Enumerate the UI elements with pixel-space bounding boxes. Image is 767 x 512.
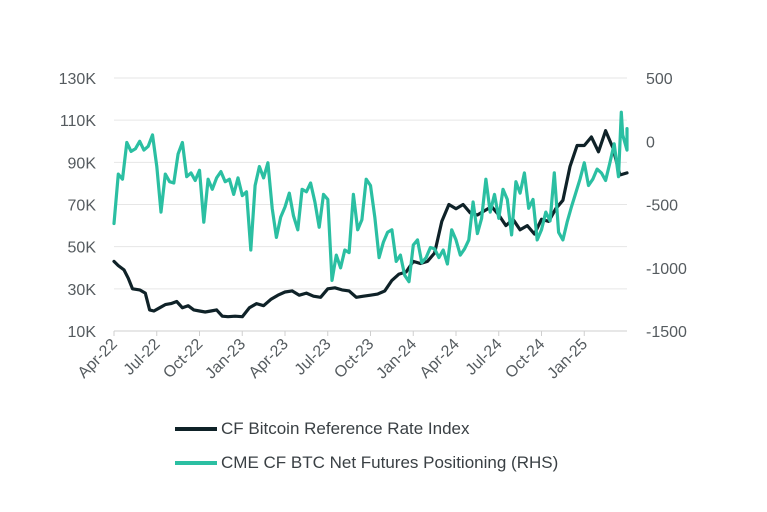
y-left-tick-label: 90K: [68, 155, 97, 172]
x-tick-label: Jul-23: [292, 336, 335, 379]
x-tick-label: Oct-24: [502, 336, 548, 382]
y-left-tick-label: 50K: [68, 240, 97, 257]
x-tick-label: Oct-23: [331, 336, 377, 382]
legend-swatch-cme-net-positioning: [175, 461, 217, 465]
y-left-tick-label: 30K: [68, 282, 97, 299]
gridlines: [114, 77, 627, 290]
y-left-tick-label: 130K: [59, 71, 97, 88]
series-lines: [112, 110, 629, 319]
y-left-tick-label: 10K: [68, 324, 97, 341]
x-tick-label: Jul-22: [121, 336, 164, 379]
x-tick-label: Apr-23: [246, 336, 292, 382]
legend-swatch-cf-brr: [175, 427, 217, 431]
legend: CF Bitcoin Reference Rate Index CME CF B…: [175, 412, 558, 480]
x-tick-label: Jan-25: [544, 336, 591, 383]
y-right-tick-label: -1000: [646, 261, 687, 278]
x-tick-label: Jan-23: [202, 336, 249, 383]
x-tick-label: Jul-24: [463, 336, 506, 379]
y-right-tick-label: -500: [646, 198, 678, 215]
x-tick-label: Apr-24: [417, 336, 463, 382]
legend-item-cme-net-positioning: CME CF BTC Net Futures Positioning (RHS): [175, 446, 558, 480]
legend-label-cme-net-positioning: CME CF BTC Net Futures Positioning (RHS): [221, 453, 559, 472]
right-y-axis-ticks: -1500 -1000 -500 0 500: [646, 71, 687, 341]
legend-label-cf-brr: CF Bitcoin Reference Rate Index: [221, 419, 470, 438]
x-tick-label: Oct-22: [160, 336, 206, 382]
y-left-tick-label: 70K: [68, 198, 97, 215]
y-left-tick-label: 110K: [60, 113, 97, 130]
y-right-tick-label: 500: [646, 71, 673, 88]
series-line-cme-net-positioning: [112, 110, 629, 284]
left-y-axis-ticks: 10K 30K 50K 70K 90K 110K 130K: [59, 71, 97, 341]
x-tick-label: Jan-24: [373, 336, 420, 383]
legend-item-cf-brr: CF Bitcoin Reference Rate Index: [175, 412, 558, 446]
x-tick-label: Apr-22: [75, 336, 121, 382]
y-right-tick-label: 0: [646, 134, 655, 151]
y-right-tick-label: -1500: [646, 324, 687, 341]
